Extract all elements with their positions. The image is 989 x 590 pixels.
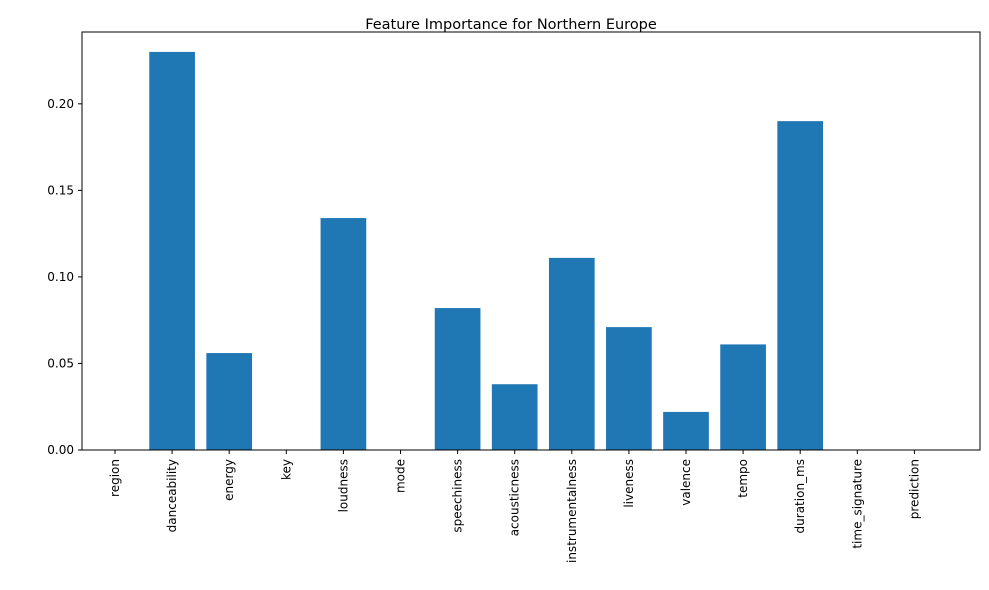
x-tick-label: mode <box>394 459 408 493</box>
bar-loudness <box>320 218 367 450</box>
bar-energy <box>206 353 253 450</box>
bar-speechiness <box>434 308 481 450</box>
bar-liveness <box>606 327 652 450</box>
y-tick-label: 0.10 <box>47 270 74 284</box>
x-tick-label: region <box>108 459 122 497</box>
plot-frame <box>81 31 981 451</box>
x-tick-label: loudness <box>336 459 350 512</box>
x-tick-label: acousticness <box>508 459 522 536</box>
x-tick-label: liveness <box>622 459 636 508</box>
y-tick-label: 0.20 <box>47 97 74 111</box>
bar-tempo <box>720 344 766 450</box>
bars-group <box>149 51 824 451</box>
x-tick-label: danceability <box>165 459 179 532</box>
x-axis: region danceability energy key loudness mode s… <box>108 450 921 563</box>
x-tick-label: energy <box>222 459 236 501</box>
y-tick-label: 0.00 <box>47 443 74 457</box>
bar-instrumentalness <box>548 257 595 450</box>
x-tick-label: duration_ms <box>793 459 807 533</box>
x-tick-label: valence <box>679 459 693 506</box>
bar-valence <box>663 411 709 450</box>
bar-duration_ms <box>777 121 824 450</box>
x-tick-label: key <box>279 459 293 480</box>
x-tick-label: speechiness <box>451 459 465 533</box>
x-tick-label: instrumentalness <box>565 459 579 563</box>
chart-title: Feature Importance for Northern Europe <box>365 17 657 33</box>
y-tick-label: 0.05 <box>47 356 74 370</box>
y-axis: 0.00 0.05 0.10 0.15 0.20 <box>47 97 82 457</box>
y-tick-label: 0.15 <box>47 183 74 197</box>
x-tick-label: tempo <box>736 459 750 498</box>
x-tick-label: time_signature <box>850 459 864 549</box>
bar-danceability <box>149 51 195 451</box>
x-tick-label: prediction <box>907 459 921 519</box>
bar-acousticness <box>491 384 538 450</box>
